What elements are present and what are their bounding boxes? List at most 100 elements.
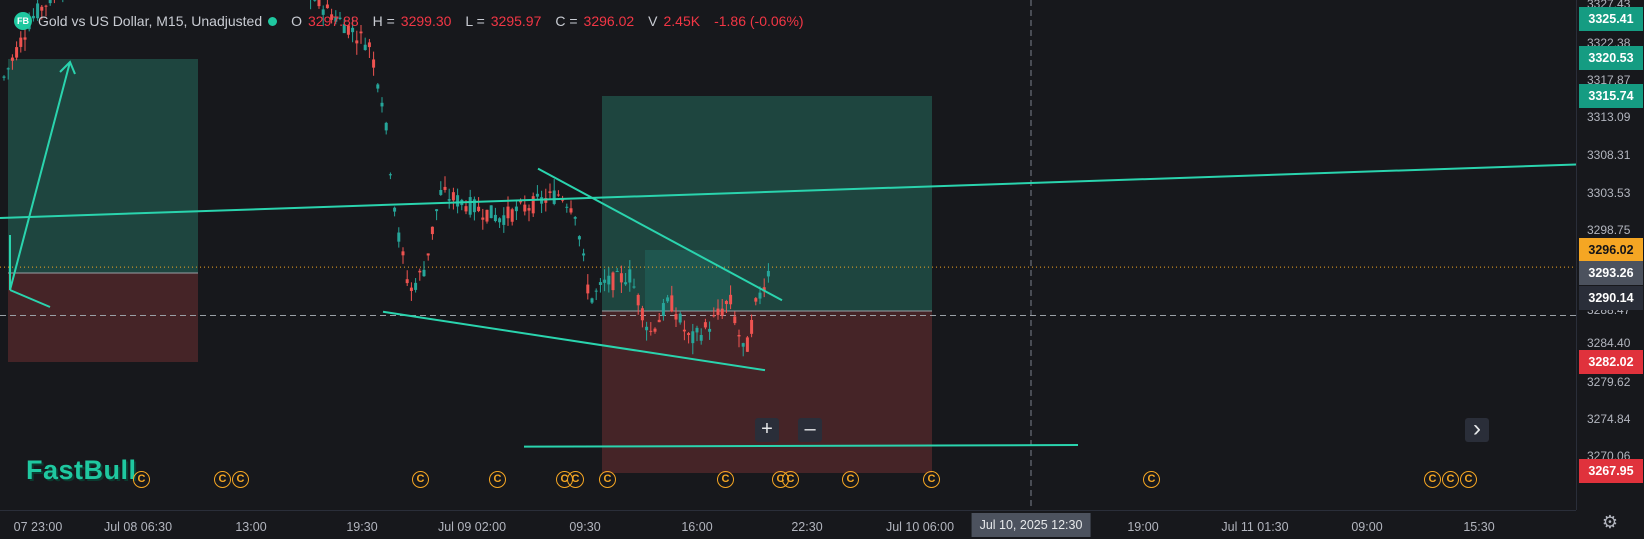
- economic-event-icon[interactable]: C: [717, 471, 734, 488]
- price-badge: 3315.74: [1579, 84, 1643, 108]
- candle-body: [376, 84, 380, 89]
- candle-body: [351, 27, 355, 33]
- time-tick-label: 09:30: [569, 520, 601, 534]
- economic-event-icon[interactable]: C: [842, 471, 859, 488]
- close-label: C =: [555, 13, 578, 29]
- high-label: H =: [372, 13, 395, 29]
- change-value: -1.86 (-0.06%): [714, 13, 804, 29]
- candle-body: [603, 279, 607, 283]
- candle-body: [485, 209, 489, 222]
- drawing-arrow-head: [59, 60, 76, 75]
- candle-body: [708, 328, 712, 332]
- zoom-in-button[interactable]: +: [755, 418, 779, 442]
- candle-body: [724, 300, 728, 305]
- candle-body: [422, 269, 426, 277]
- price-tick-label: 3317.87: [1587, 73, 1631, 87]
- price-badge: 3296.02: [1579, 238, 1643, 262]
- time-tick-label: 22:30: [791, 520, 823, 534]
- candle-body: [367, 42, 371, 48]
- symbol-title[interactable]: Gold vs US Dollar, M15, Unadjusted: [38, 13, 263, 29]
- candle-body: [346, 25, 350, 35]
- price-badge: 3320.53: [1579, 46, 1643, 70]
- price-badge: 3282.02: [1579, 350, 1643, 374]
- candle-body: [762, 287, 766, 292]
- candle-body: [489, 205, 493, 219]
- economic-event-icon[interactable]: C: [782, 471, 799, 488]
- drawing-trendline-1: [382, 310, 766, 372]
- zoom-out-button[interactable]: –: [798, 418, 822, 442]
- price-badge: 3293.26: [1579, 261, 1643, 285]
- price-tick-label: 3284.40: [1587, 336, 1631, 350]
- candle-body: [577, 236, 581, 240]
- candle-body: [330, 14, 334, 20]
- candle-body: [23, 37, 27, 40]
- candle-body: [750, 319, 754, 334]
- time-tick-label: 19:00: [1127, 520, 1159, 534]
- candle-body: [678, 313, 682, 323]
- candle-body: [691, 331, 695, 344]
- candle-body: [15, 47, 19, 58]
- candle-body: [380, 102, 384, 107]
- candle-body: [712, 315, 716, 317]
- price-badge: 3325.41: [1579, 7, 1643, 31]
- drawing-arrow-tail: [9, 289, 51, 308]
- candle-body: [321, 9, 325, 15]
- scroll-right-button[interactable]: ›: [1465, 417, 1489, 442]
- economic-event-icon[interactable]: C: [1460, 471, 1477, 488]
- time-axis[interactable]: [0, 510, 1576, 539]
- economic-event-icon[interactable]: C: [232, 471, 249, 488]
- economic-event-icon[interactable]: C: [567, 471, 584, 488]
- economic-event-icon[interactable]: C: [1424, 471, 1441, 488]
- low-label: L =: [465, 13, 485, 29]
- candle-body: [40, 6, 44, 11]
- candle-body: [397, 232, 401, 242]
- candle-body: [674, 314, 678, 320]
- candle-body: [758, 292, 762, 299]
- candle-body: [439, 190, 443, 195]
- fastbull-logo-icon: FB: [14, 12, 32, 30]
- candle-body: [506, 206, 510, 219]
- price-badge: 3267.95: [1579, 459, 1643, 483]
- candle-body: [514, 206, 518, 212]
- candle-body: [766, 270, 770, 277]
- gear-icon[interactable]: ⚙: [1601, 512, 1619, 532]
- trade-range-highlight: [645, 250, 730, 311]
- price-tick-label: 3279.62: [1587, 375, 1631, 389]
- candle-body: [611, 272, 615, 291]
- volume-label: V: [648, 13, 658, 29]
- economic-event-icon[interactable]: C: [1143, 471, 1160, 488]
- time-tick-label: 09:00: [1351, 520, 1383, 534]
- candle-body: [703, 322, 707, 328]
- economic-event-icon[interactable]: C: [214, 471, 231, 488]
- fastbull-watermark: FastBull: [26, 455, 137, 485]
- candle-body: [31, 15, 35, 19]
- open-label: O: [291, 13, 302, 29]
- time-tick-label: 19:30: [346, 520, 378, 534]
- economic-event-icon[interactable]: C: [599, 471, 616, 488]
- candle-body: [472, 199, 476, 213]
- economic-event-icon[interactable]: C: [1442, 471, 1459, 488]
- drawing-hline-3: [523, 444, 1079, 448]
- price-tick-label: 3313.09: [1587, 110, 1631, 124]
- candle-body: [720, 308, 724, 316]
- economic-event-icon[interactable]: C: [489, 471, 506, 488]
- candle-body: [695, 327, 699, 333]
- candle-body: [313, 0, 317, 1]
- drawing-trendline-0: [0, 163, 1577, 219]
- candle-body: [414, 282, 418, 290]
- candle-body: [325, 4, 329, 9]
- candle-body: [10, 57, 14, 61]
- drawing-arrow-shaft: [9, 61, 71, 291]
- economic-event-icon[interactable]: C: [923, 471, 940, 488]
- economic-event-icon[interactable]: C: [412, 471, 429, 488]
- candle-body: [598, 282, 602, 285]
- candle-body: [737, 334, 741, 337]
- candle-body: [569, 208, 573, 213]
- candle-body: [523, 204, 527, 212]
- economic-event-icon[interactable]: C: [133, 471, 150, 488]
- candle-body: [682, 329, 686, 332]
- candle-body: [464, 206, 468, 212]
- chart-legend: FB Gold vs US Dollar, M15, Unadjusted O …: [14, 10, 804, 32]
- candle-body: [510, 209, 514, 222]
